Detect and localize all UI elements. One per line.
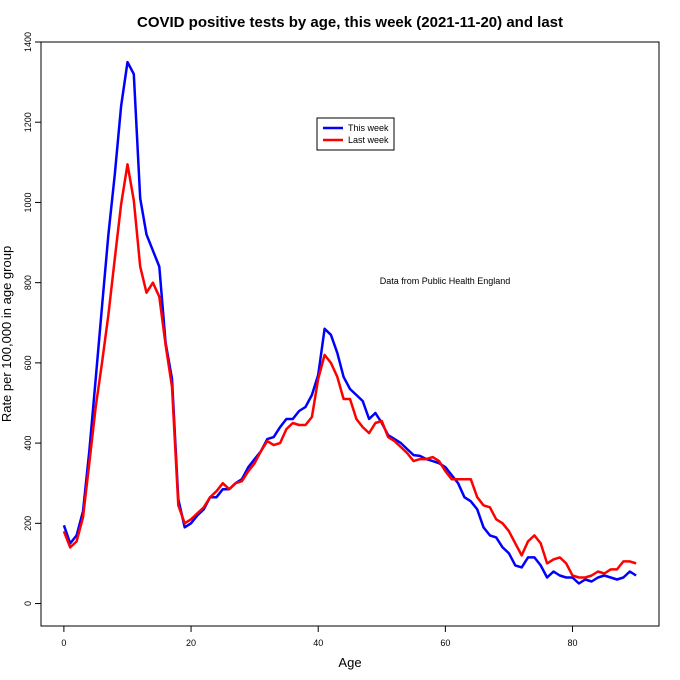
y-tick-label: 1000: [23, 192, 33, 212]
y-tick-label: 1200: [23, 112, 33, 132]
legend-label-last-week: Last week: [348, 135, 389, 145]
x-tick-label: 80: [568, 638, 578, 648]
legend-box: [316, 117, 395, 151]
y-axis: 0 200 400 600 800 1000 1200 1400: [23, 32, 41, 606]
legend: This week Last week: [316, 117, 395, 151]
series-line-this-week: [62, 60, 637, 585]
x-axis-label: Age: [338, 655, 361, 670]
y-tick-label: 200: [23, 516, 33, 531]
series-group: [62, 60, 637, 585]
plot-frame: [40, 41, 660, 627]
x-axis: 0 20 40 60 80: [61, 626, 578, 648]
x-tick-label: 60: [440, 638, 450, 648]
legend-label-this-week: This week: [348, 123, 389, 133]
source-annotation: Data from Public Health England: [380, 276, 511, 286]
y-tick-label: 1400: [23, 32, 33, 52]
x-tick-label: 20: [186, 638, 196, 648]
x-tick-label: 0: [61, 638, 66, 648]
chart-title: COVID positive tests by age, this week (…: [137, 14, 563, 31]
series-line-last-week: [62, 163, 637, 579]
x-tick-label: 40: [313, 638, 323, 648]
y-tick-label: 400: [23, 436, 33, 451]
y-tick-label: 0: [23, 601, 33, 606]
y-axis-label: Rate per 100,000 in age group: [0, 246, 14, 422]
y-tick-label: 800: [23, 275, 33, 290]
y-tick-label: 600: [23, 355, 33, 370]
